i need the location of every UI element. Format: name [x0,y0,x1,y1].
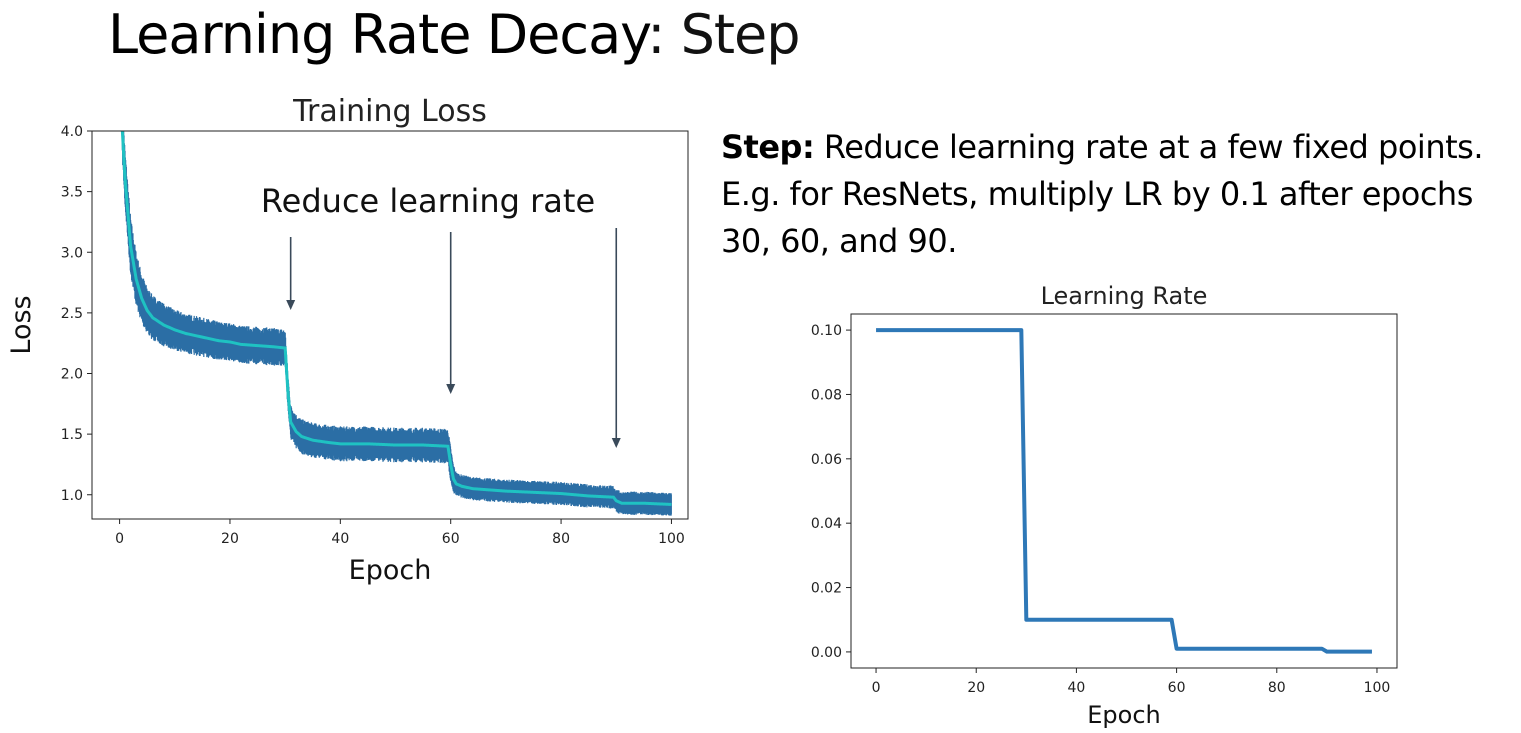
plot-area [120,131,672,516]
x-axis-label: Epoch [1087,701,1161,729]
y-tick-label: 4.0 [61,124,83,140]
y-tick-label: 2.5 [61,306,83,322]
y-tick-label: 0.04 [811,516,842,532]
arrow-head [446,384,456,394]
description-line-1: Step: Reduce learning rate at a few fixe… [721,124,1511,171]
y-tick-label: 1.0 [61,488,83,504]
loss-mean-line [120,131,672,506]
slide-title-separator: : [647,3,681,66]
description-line-2: E.g. for ResNets, multiply LR by 0.1 aft… [721,175,1473,213]
y-tick-label: 0.10 [811,323,842,339]
x-tick-label: 60 [1168,680,1186,696]
y-tick-label: 0.08 [811,387,842,403]
slide-title-main: Learning Rate Decay [108,3,648,66]
x-tick-label: 0 [115,531,124,547]
y-axis-label: Loss [6,295,37,354]
arrow-head [286,300,296,310]
annotation-reduce-lr: Reduce learning rate [261,182,595,220]
y-tick-label: 3.0 [61,245,83,261]
y-tick-label: 3.5 [61,185,83,201]
chart-title: Learning Rate [1041,282,1208,310]
y-tick-label: 0.02 [811,581,842,597]
y-tick-label: 0.06 [811,452,842,468]
x-tick-label: 0 [872,680,881,696]
x-tick-label: 20 [221,531,239,547]
slide-title: Learning Rate Decay: Step [108,2,801,68]
x-tick-label: 80 [1268,680,1286,696]
x-tick-label: 40 [331,531,349,547]
x-tick-label: 40 [1067,680,1085,696]
x-tick-label: 60 [442,531,460,547]
description-bold: Step: [721,128,815,166]
description-line-3: 30, 60, and 90. [721,222,957,260]
x-tick-label: 100 [658,531,685,547]
learning-rate-line [876,328,1372,654]
plot-frame [850,313,1398,669]
description: Step: Reduce learning rate at a few fixe… [721,124,1511,265]
y-tick-label: 1.5 [61,427,83,443]
x-tick-label: 80 [552,531,570,547]
description-line-1-text: Reduce learning rate at a few fixed poin… [814,128,1484,166]
x-tick-label: 20 [967,680,985,696]
chart-title: Training Loss [292,94,487,129]
arrow-head [611,438,621,448]
x-axis-label: Epoch [349,555,432,586]
x-tick-label: 100 [1364,680,1391,696]
y-tick-label: 0.00 [811,645,842,661]
plot-frame [91,130,689,520]
y-tick-label: 2.0 [61,367,83,383]
slide-title-sub: Step [680,3,801,66]
